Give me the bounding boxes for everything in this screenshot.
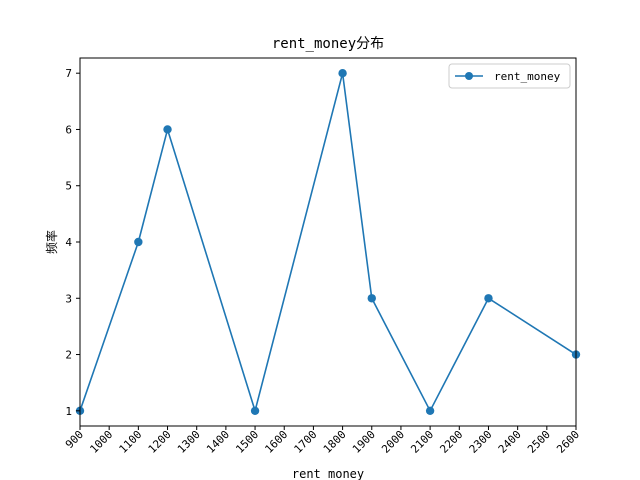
series-line-rent-money [79, 72, 577, 412]
data-point [134, 237, 143, 247]
y-tick-label: 2 [65, 349, 72, 362]
plot-area [75, 68, 581, 416]
x-tick-label: 1000 [87, 428, 115, 456]
x-tick-label: 1500 [233, 428, 261, 456]
data-point [367, 294, 376, 303]
chart-title: rent_money分布 [272, 36, 384, 52]
x-tick-label: 2600 [554, 428, 582, 456]
y-tick-label: 6 [65, 123, 72, 136]
y-tick-label: 4 [65, 236, 72, 249]
plot-frame [79, 57, 577, 427]
x-axis: 900 1000 1100 1200 1300 1400 1500 1600 1700 1800 1… [63, 426, 582, 456]
x-tick-label: 1100 [117, 428, 145, 456]
x-tick-label: 2200 [437, 428, 465, 456]
y-tick-label: 1 [65, 405, 72, 418]
x-tick-label: 2000 [379, 428, 407, 456]
x-tick-label: 1800 [321, 428, 349, 456]
x-tick-label: 1900 [350, 428, 378, 456]
legend: rent_money [448, 63, 571, 89]
legend-marker-swatch [465, 72, 473, 80]
x-tick-label: 1600 [262, 428, 290, 456]
y-tick-label: 7 [65, 67, 72, 80]
data-point [484, 294, 493, 303]
legend-frame [448, 63, 571, 89]
y-tick-label: 5 [65, 180, 72, 193]
x-tick-label: 1200 [146, 428, 174, 456]
x-tick-label: 1300 [175, 428, 203, 456]
y-axis-label: 频率 [44, 230, 59, 254]
y-tick-label: 3 [65, 292, 72, 305]
x-tick-label: 1700 [292, 428, 320, 456]
x-tick-label: 2300 [467, 428, 495, 456]
x-tick-label: 2100 [408, 428, 436, 456]
x-tick-label: 2400 [496, 428, 524, 456]
data-point [425, 406, 435, 416]
data-point [250, 406, 260, 416]
y-axis: 1 2 3 4 5 6 7 [65, 67, 80, 418]
x-axis-label: rent_money [292, 467, 364, 480]
x-tick-label: 900 [63, 428, 86, 451]
data-point [163, 125, 172, 134]
legend-entry-rent-money: rent_money [494, 70, 561, 83]
x-tick-label: 2500 [525, 428, 553, 456]
x-tick-label: 1400 [204, 428, 232, 456]
data-point [338, 68, 347, 78]
